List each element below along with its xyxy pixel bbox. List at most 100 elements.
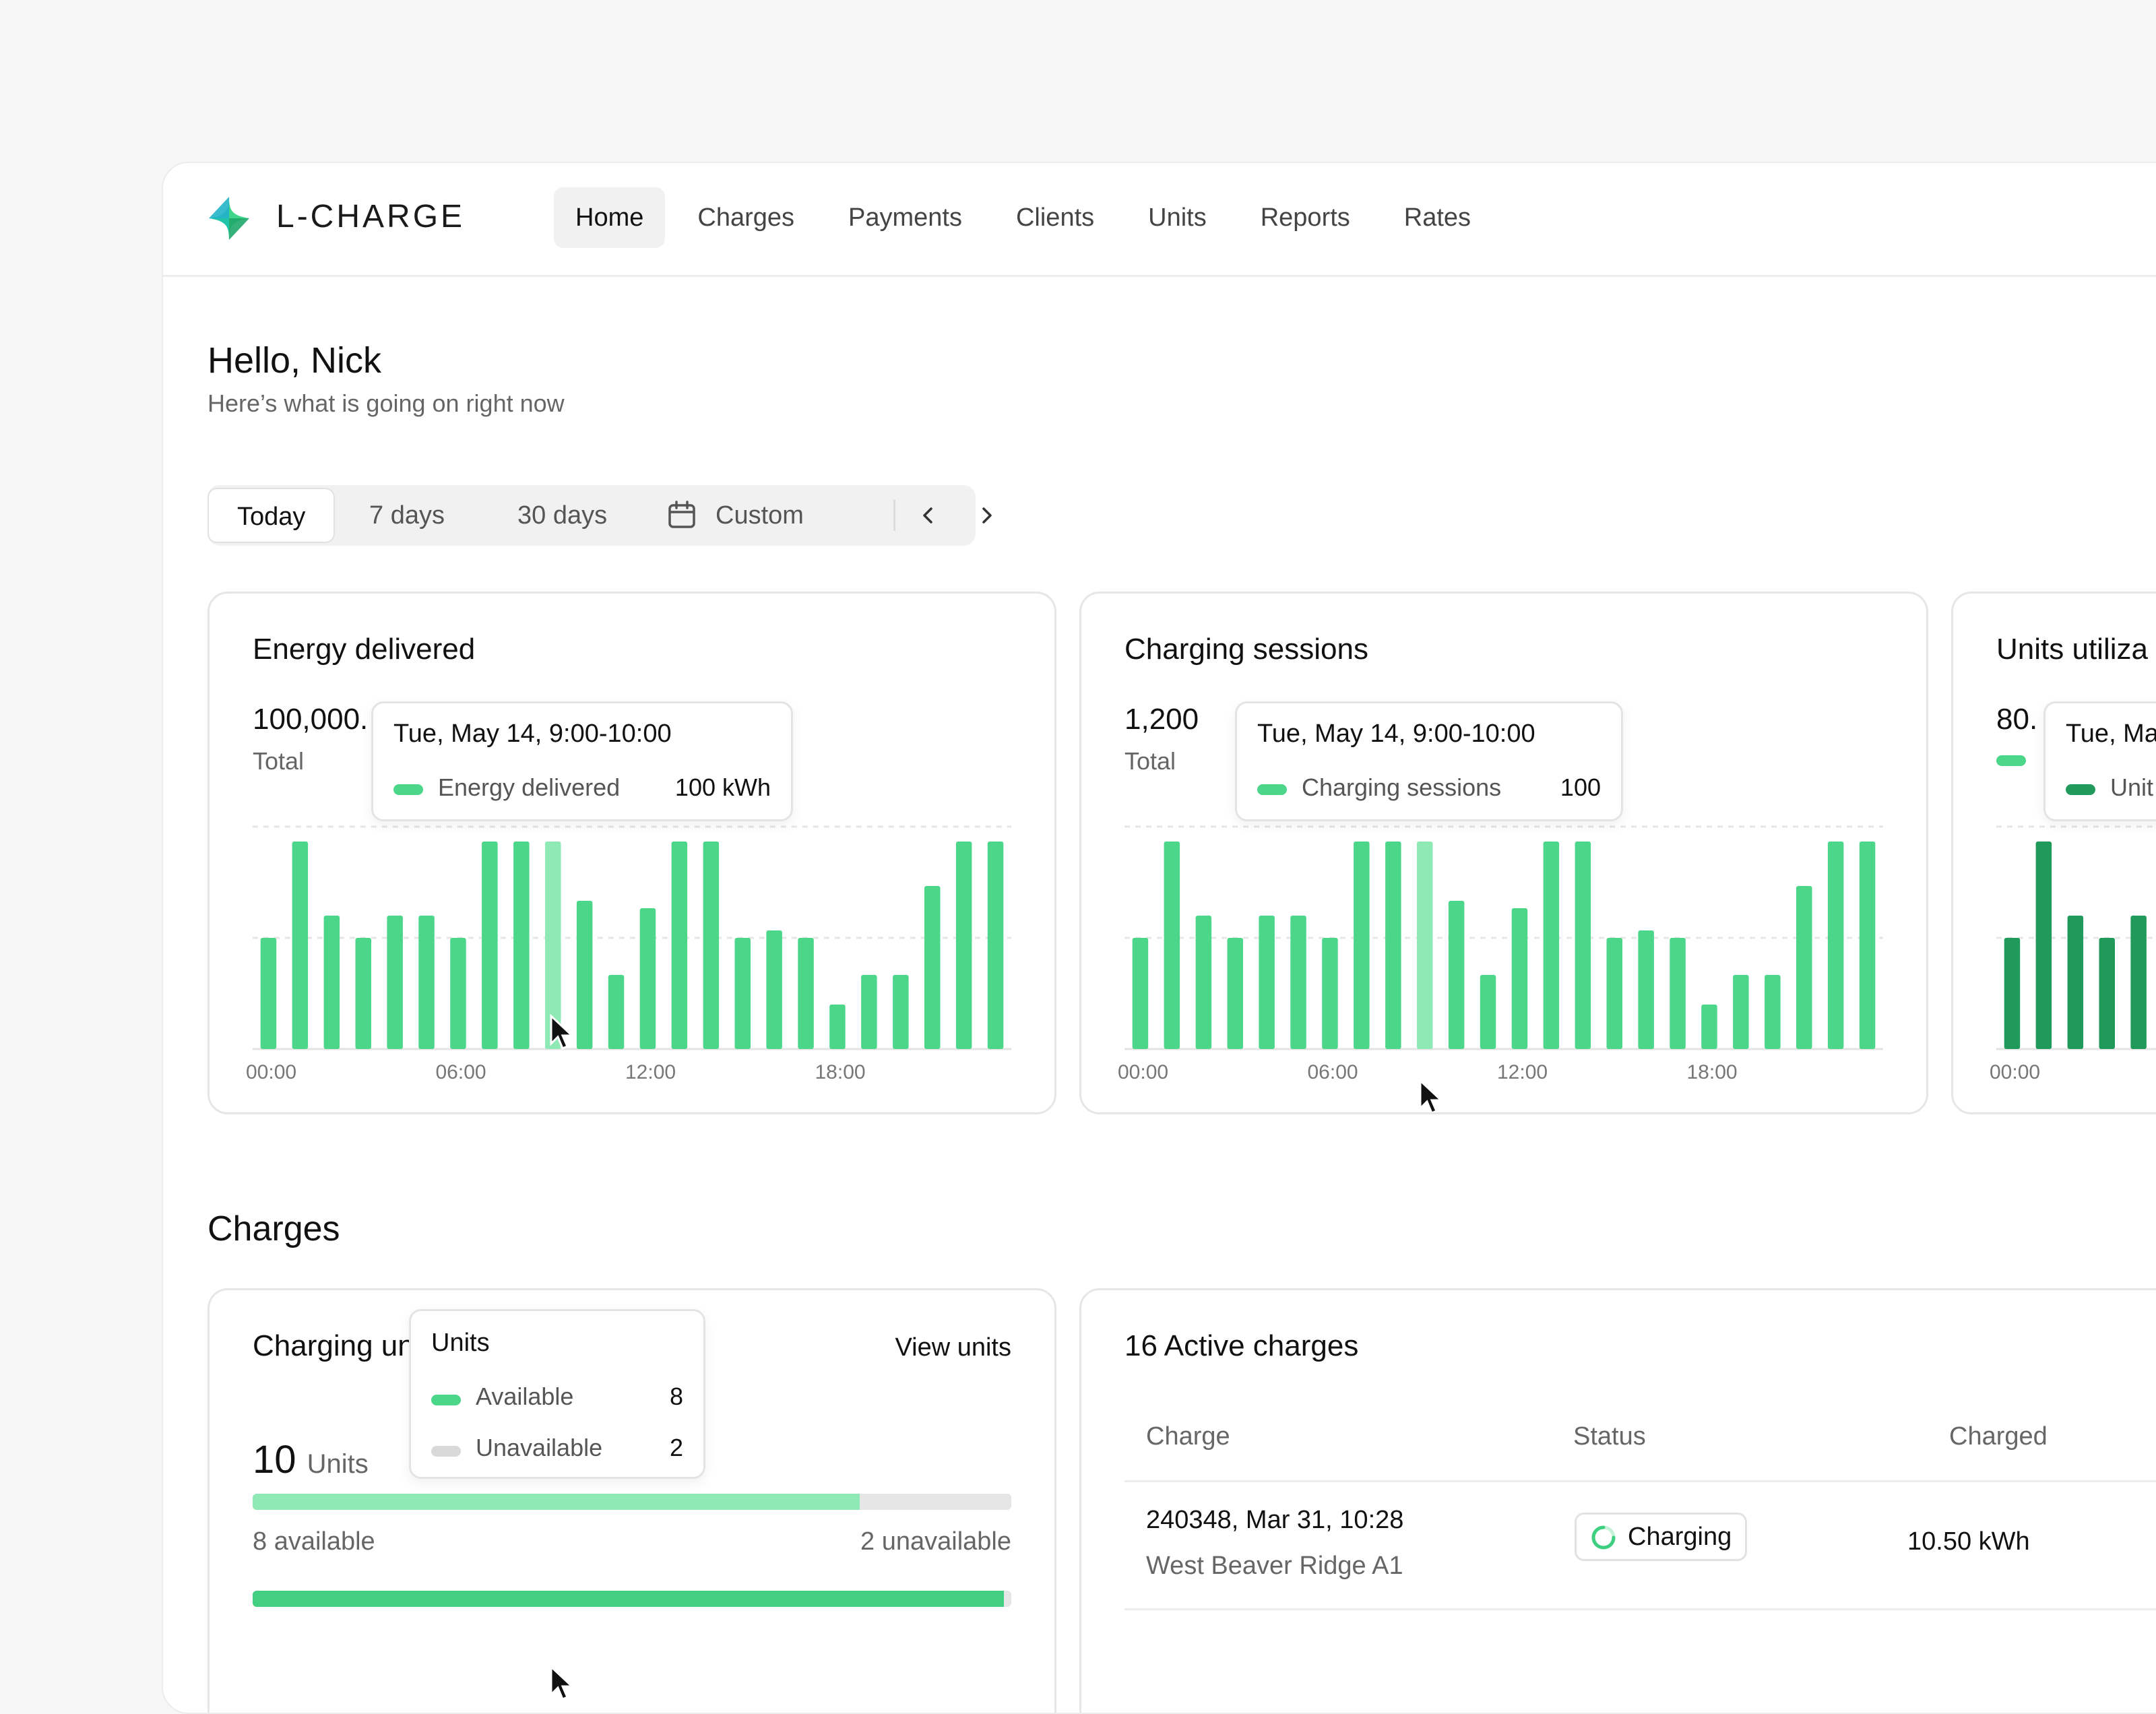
total-swatch <box>1996 755 2026 766</box>
x-tick-label: 06:00 <box>1308 1061 1358 1083</box>
card-title: 16 Active charges <box>1124 1329 1359 1362</box>
chart-bar-2200[interactable] <box>955 842 972 1049</box>
chart-bar-1500[interactable] <box>1606 938 1623 1049</box>
x-tick-label: 00:00 <box>1118 1061 1168 1083</box>
chart-bar-0800[interactable] <box>513 842 530 1049</box>
range-today-button[interactable]: Today <box>208 488 336 543</box>
tooltip-swatch <box>393 784 423 795</box>
sessions-bar-chart[interactable]: 00:00 06:00 12:00 18:00 <box>1081 594 1926 1112</box>
chart-bar-2300[interactable] <box>1859 842 1876 1049</box>
chart-bar-2100[interactable] <box>924 886 941 1049</box>
chart-bar-0600[interactable] <box>1322 938 1338 1049</box>
column-header-charge[interactable]: Charge <box>1146 1422 1230 1451</box>
nav-reports[interactable]: Reports <box>1260 203 1350 232</box>
chart-bar-1200[interactable] <box>639 908 656 1049</box>
energy-delivered-card: Energy delivered 100,000. Total 00:00 06:… <box>208 592 1056 1114</box>
nav-rates[interactable]: Rates <box>1403 203 1471 232</box>
chart-bar-1400[interactable] <box>1575 842 1591 1049</box>
chart-bar-1000[interactable] <box>576 901 593 1049</box>
availability-bar-fill <box>253 1494 860 1510</box>
chart-bar-0200[interactable] <box>2067 916 2084 1049</box>
chart-tooltip: Tue, May 14, 9:00-10:00 Charging session… <box>1235 701 1623 821</box>
charging-sessions-card: Charging sessions 1,200 Total 00:00 06:00… <box>1079 592 1928 1114</box>
chart-bar-1600[interactable] <box>766 930 782 1049</box>
chart-bar-1900[interactable] <box>861 975 877 1049</box>
nav-charges[interactable]: Charges <box>697 203 795 232</box>
chart-bar-0000[interactable] <box>2004 938 2021 1049</box>
chart-bar-0800[interactable] <box>1385 842 1401 1049</box>
range-30-days-button[interactable]: 30 days <box>517 501 608 530</box>
chart-bar-0300[interactable] <box>2099 938 2116 1049</box>
tooltip-value: 100 <box>1560 773 1601 801</box>
chart-bar-0200[interactable] <box>1195 916 1212 1049</box>
chart-bar-1100[interactable] <box>1480 975 1496 1049</box>
chart-bar-2100[interactable] <box>1796 886 1812 1049</box>
chart-bar-0900[interactable] <box>1417 842 1433 1049</box>
chevron-left-icon[interactable] <box>915 502 942 529</box>
chart-bar-0400[interactable] <box>1259 916 1275 1049</box>
chart-bar-0500[interactable] <box>1290 916 1306 1049</box>
nav-clients[interactable]: Clients <box>1015 203 1095 232</box>
chart-bar-0500[interactable] <box>418 916 435 1049</box>
charge-id: 240348, Mar 31, 10:28 <box>1146 1506 1404 1534</box>
nav-payments[interactable]: Payments <box>848 203 962 232</box>
chart-bar-0100[interactable] <box>2035 842 2052 1049</box>
column-header-charged[interactable]: Charged <box>1949 1422 2048 1451</box>
chart-bar-1700[interactable] <box>1670 938 1686 1049</box>
chart-bar-1800[interactable] <box>829 1005 846 1049</box>
units-tooltip: Units Available 8 Unavailable 2 <box>409 1309 705 1479</box>
view-units-link[interactable]: View units <box>895 1333 1011 1362</box>
chart-tooltip: Tue, Ma Unit <box>2043 701 2156 821</box>
chart-bar-0300[interactable] <box>1227 938 1244 1049</box>
energy-bar-chart[interactable]: 00:00 06:00 12:00 18:00 <box>210 594 1054 1112</box>
x-tick-label: 00:00 <box>1990 1061 2040 1083</box>
units-count-word: Units <box>307 1449 369 1479</box>
chart-bar-0200[interactable] <box>323 916 340 1049</box>
chart-bar-0000[interactable] <box>260 938 277 1049</box>
chart-bar-1200[interactable] <box>1511 908 1528 1049</box>
chart-bar-1700[interactable] <box>798 938 814 1049</box>
chart-bar-0300[interactable] <box>355 938 372 1049</box>
active-charges-card: 16 Active charges Charge Status Charged … <box>1079 1288 2156 1713</box>
units-utilization-card: Units utiliza 80. 00:00 Tue, Ma Unit <box>1951 592 2156 1114</box>
availability-bar[interactable] <box>253 1494 1011 1510</box>
range-7-days-button[interactable]: 7 days <box>369 501 445 530</box>
chart-bar-0700[interactable] <box>482 842 498 1049</box>
charge-location: West Beaver Ridge A1 <box>1146 1552 1403 1580</box>
available-swatch <box>431 1395 461 1405</box>
total-label: Total <box>1124 747 1176 775</box>
nav-units[interactable]: Units <box>1148 203 1207 232</box>
unavailable-note: 2 unavailable <box>860 1527 1011 1556</box>
chart-bar-0100[interactable] <box>1164 842 1180 1049</box>
total-value: 80. <box>1996 703 2038 736</box>
chart-bar-2200[interactable] <box>1827 842 1844 1049</box>
nav-home[interactable]: Home <box>554 187 666 248</box>
tooltip-label: Energy delivered <box>438 773 621 801</box>
chart-bar-2300[interactable] <box>987 842 1004 1049</box>
available-value: 8 <box>669 1383 683 1410</box>
chart-bar-0600[interactable] <box>450 938 466 1049</box>
chart-bar-0100[interactable] <box>292 842 309 1049</box>
chart-bar-1900[interactable] <box>1733 975 1749 1049</box>
chart-bar-0400[interactable] <box>2130 916 2147 1049</box>
chart-bar-1400[interactable] <box>703 842 720 1049</box>
chart-bar-1500[interactable] <box>734 938 751 1049</box>
chevron-right-icon[interactable] <box>973 502 1000 529</box>
chart-bar-1800[interactable] <box>1701 1005 1717 1049</box>
total-value: 100,000. <box>253 703 369 736</box>
mouse-cursor-icon <box>550 1014 575 1050</box>
chart-bar-1300[interactable] <box>671 842 688 1049</box>
utilization-bar-chart[interactable]: 00:00 <box>1953 594 2156 1112</box>
chart-bar-0000[interactable] <box>1132 938 1149 1049</box>
column-header-status[interactable]: Status <box>1573 1422 1646 1451</box>
chart-bar-0900[interactable] <box>545 842 561 1049</box>
tooltip-date: Tue, May 14, 9:00-10:00 <box>1257 720 1535 748</box>
chart-bar-2000[interactable] <box>893 975 909 1049</box>
chart-bar-0400[interactable] <box>387 916 403 1049</box>
chart-bar-1300[interactable] <box>1543 842 1560 1049</box>
chart-bar-1000[interactable] <box>1448 901 1465 1049</box>
chart-bar-2000[interactable] <box>1765 975 1781 1049</box>
chart-bar-0700[interactable] <box>1354 842 1370 1049</box>
chart-bar-1600[interactable] <box>1638 930 1654 1049</box>
chart-bar-1100[interactable] <box>608 975 625 1049</box>
